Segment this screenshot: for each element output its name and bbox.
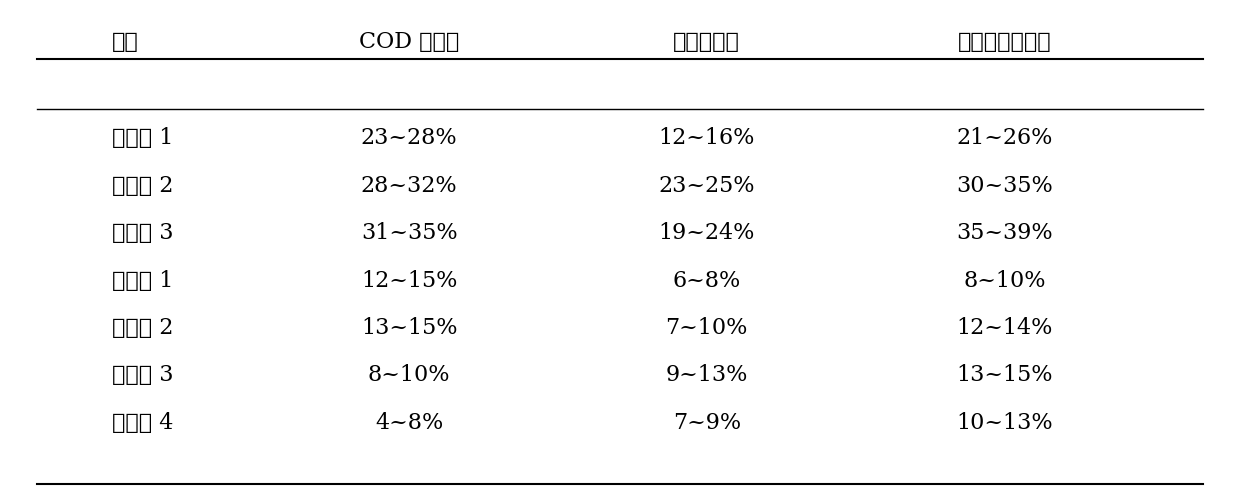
Text: 30~35%: 30~35% <box>956 175 1053 197</box>
Text: 4~8%: 4~8% <box>374 412 444 434</box>
Text: 对比例 4: 对比例 4 <box>112 412 172 434</box>
Text: COD 去除率: COD 去除率 <box>360 31 459 53</box>
Text: 8~10%: 8~10% <box>368 365 450 386</box>
Text: 12~14%: 12~14% <box>956 317 1053 339</box>
Text: 7~10%: 7~10% <box>666 317 748 339</box>
Text: 28~32%: 28~32% <box>361 175 458 197</box>
Text: 13~15%: 13~15% <box>361 317 458 339</box>
Text: 9~13%: 9~13% <box>666 365 748 386</box>
Text: 21~26%: 21~26% <box>956 127 1053 149</box>
Text: 12~15%: 12~15% <box>361 270 458 291</box>
Text: 对比例 2: 对比例 2 <box>112 317 172 339</box>
Text: 10~13%: 10~13% <box>956 412 1053 434</box>
Text: 名称: 名称 <box>112 31 139 53</box>
Text: 6~8%: 6~8% <box>672 270 742 291</box>
Text: 23~25%: 23~25% <box>658 175 755 197</box>
Text: 8~10%: 8~10% <box>963 270 1045 291</box>
Text: 12~16%: 12~16% <box>658 127 755 149</box>
Text: 氨氮去除率: 氨氮去除率 <box>673 31 740 53</box>
Text: 对比例 3: 对比例 3 <box>112 365 174 386</box>
Text: 实施例 1: 实施例 1 <box>112 127 172 149</box>
Text: 对比例 1: 对比例 1 <box>112 270 172 291</box>
Text: 13~15%: 13~15% <box>956 365 1053 386</box>
Text: 35~39%: 35~39% <box>956 222 1053 244</box>
Text: 19~24%: 19~24% <box>658 222 755 244</box>
Text: 23~28%: 23~28% <box>361 127 458 149</box>
Text: 生物毒性抑制率: 生物毒性抑制率 <box>957 31 1052 53</box>
Text: 7~9%: 7~9% <box>673 412 740 434</box>
Text: 实施例 2: 实施例 2 <box>112 175 172 197</box>
Text: 实施例 3: 实施例 3 <box>112 222 174 244</box>
Text: 31~35%: 31~35% <box>361 222 458 244</box>
